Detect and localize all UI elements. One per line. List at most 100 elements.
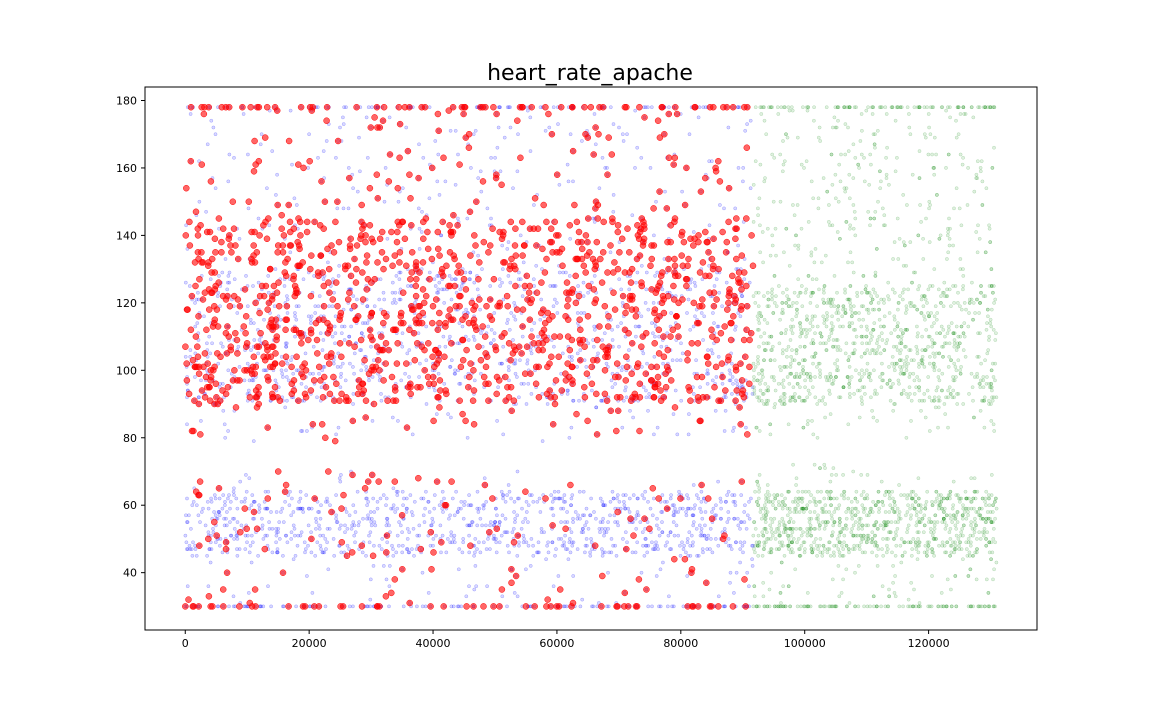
data-point <box>449 277 454 282</box>
data-point <box>526 225 534 232</box>
data-point <box>760 553 765 558</box>
data-point <box>582 513 587 518</box>
data-point <box>272 316 280 323</box>
data-point <box>257 506 262 511</box>
data-point <box>479 178 487 185</box>
data-point <box>582 232 590 239</box>
data-point <box>522 537 526 541</box>
data-point <box>616 523 620 528</box>
data-point <box>465 435 470 440</box>
data-point <box>590 388 594 393</box>
data-point <box>280 232 288 239</box>
data-point <box>205 499 210 504</box>
data-point <box>317 526 322 531</box>
data-point <box>343 378 348 383</box>
data-point <box>642 553 647 558</box>
data-point <box>507 218 515 226</box>
data-point <box>293 334 297 339</box>
data-point <box>636 380 644 388</box>
data-point <box>275 550 280 555</box>
data-point <box>326 289 333 296</box>
data-point <box>279 510 283 514</box>
data-point <box>517 543 521 548</box>
data-point <box>216 604 220 609</box>
data-point <box>659 344 664 349</box>
data-point <box>486 296 494 303</box>
data-point <box>630 213 635 218</box>
data-point <box>339 550 344 555</box>
data-point <box>949 516 953 521</box>
data-point <box>665 154 673 162</box>
data-point <box>209 496 213 501</box>
data-point <box>568 550 573 555</box>
data-point <box>218 537 223 541</box>
data-point <box>407 390 414 398</box>
data-point <box>515 375 519 379</box>
data-point <box>930 533 935 538</box>
data-point <box>488 284 493 288</box>
data-point <box>801 368 805 373</box>
data-point <box>230 292 238 300</box>
data-point <box>730 392 734 396</box>
data-point <box>858 516 863 521</box>
data-point <box>562 499 566 504</box>
data-point <box>694 307 699 312</box>
data-point <box>602 530 607 535</box>
data-point <box>954 493 959 497</box>
data-point <box>353 530 358 535</box>
data-point <box>361 356 368 364</box>
data-point <box>274 394 281 401</box>
data-point <box>736 523 741 528</box>
data-point <box>571 574 576 578</box>
data-point <box>764 493 768 497</box>
data-point <box>687 412 691 416</box>
data-point <box>899 537 904 541</box>
data-point <box>182 232 190 239</box>
data-point <box>835 290 839 295</box>
data-point <box>911 304 916 309</box>
data-point <box>944 166 948 170</box>
data-point <box>504 383 511 391</box>
data-point <box>284 533 288 538</box>
data-point <box>227 493 231 497</box>
data-point <box>429 523 434 528</box>
data-point <box>252 363 260 371</box>
data-point <box>762 118 767 123</box>
data-point <box>620 132 625 137</box>
data-point <box>332 553 337 558</box>
data-point <box>668 547 672 551</box>
data-point <box>248 321 253 325</box>
data-point <box>756 354 760 359</box>
data-point <box>627 279 635 286</box>
data-point <box>224 516 228 521</box>
data-point <box>528 333 535 340</box>
data-point <box>671 255 678 263</box>
data-point <box>435 356 442 364</box>
data-point <box>890 489 895 494</box>
data-point <box>975 159 980 164</box>
data-point <box>507 550 511 555</box>
data-point <box>434 394 441 401</box>
data-point <box>756 533 761 538</box>
data-point <box>685 255 692 263</box>
data-point <box>691 324 696 329</box>
data-point <box>452 540 457 545</box>
data-point <box>563 533 567 538</box>
data-point <box>520 506 524 511</box>
data-point <box>366 222 374 229</box>
data-point <box>710 510 714 514</box>
data-point <box>231 367 238 374</box>
data-point <box>584 537 589 541</box>
data-point <box>564 604 569 609</box>
data-point <box>430 380 438 388</box>
data-point <box>946 425 950 430</box>
data-point <box>623 302 630 310</box>
data-point <box>626 249 633 256</box>
data-point <box>710 235 717 243</box>
data-point <box>691 235 698 243</box>
data-point <box>309 550 314 555</box>
data-point <box>526 503 531 508</box>
data-point <box>655 326 663 334</box>
data-point <box>299 373 307 381</box>
data-point <box>586 341 591 346</box>
